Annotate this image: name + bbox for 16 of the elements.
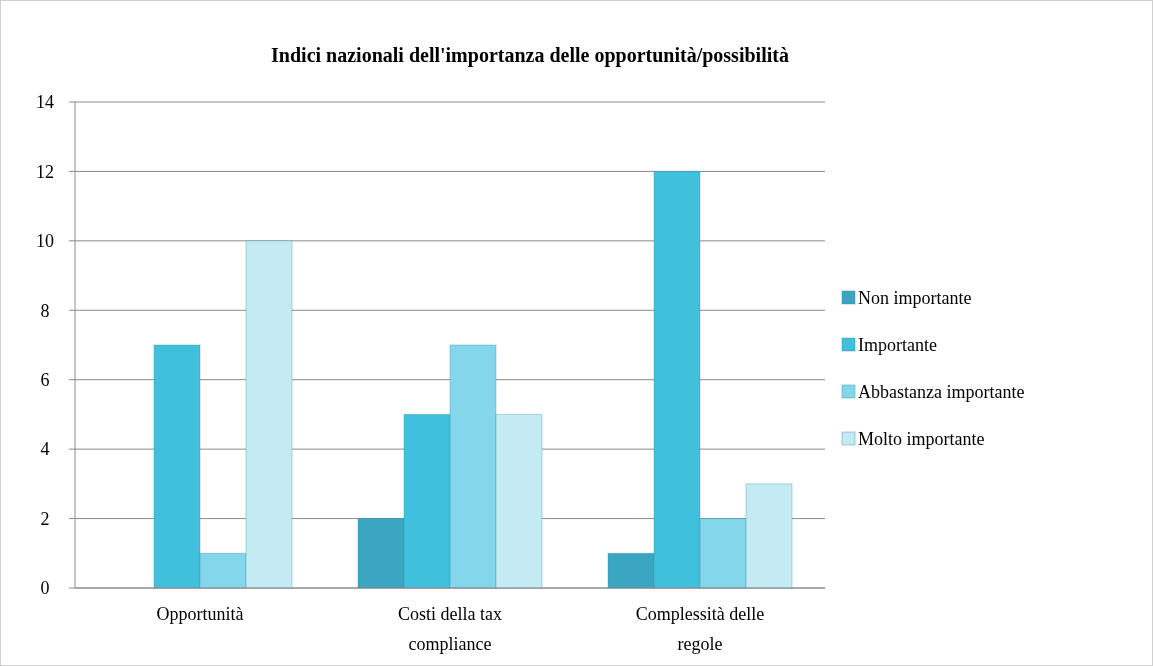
x-tick-label: Complessità delle regole: [635, 604, 765, 654]
y-tick-label: 14: [36, 92, 54, 113]
x-tick-label: Costi della tax compliance: [398, 604, 502, 654]
legend-label: Abbastanza importante: [858, 382, 1025, 403]
y-tick-label: 8: [40, 300, 50, 321]
y-tick-label: 6: [40, 370, 50, 391]
legend-label: Non importante: [858, 288, 972, 309]
y-tick-label: 4: [40, 439, 50, 460]
chart-title: Indici nazionali dell'importanza delle opportunità/possibilità: [271, 44, 789, 67]
y-tick-label: 0: [40, 578, 50, 599]
legend-label: Molto importante: [858, 429, 985, 450]
x-tick-label: Opportunità: [156, 604, 244, 624]
y-tick-label: 12: [36, 161, 54, 182]
legend-label: Importante: [858, 335, 937, 356]
y-tick-label: 2: [40, 508, 50, 529]
y-tick-label: 10: [36, 231, 54, 252]
